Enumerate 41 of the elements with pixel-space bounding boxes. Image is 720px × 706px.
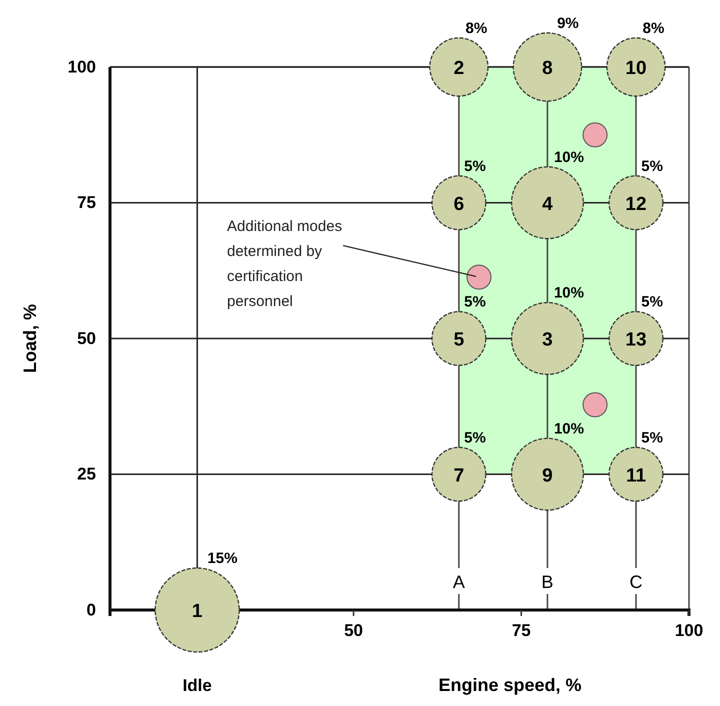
annotation: 5% xyxy=(464,294,486,311)
annotation: Additional modes determined by certification personnel xyxy=(227,218,342,310)
text: Idle xyxy=(182,676,212,695)
y-tick-label: 75 xyxy=(77,193,96,212)
y-tick-label: 0 xyxy=(86,600,96,620)
ref-line-label: A xyxy=(452,572,465,592)
annotation: 8% xyxy=(642,20,664,37)
ref-line-label: C xyxy=(630,572,642,592)
annotation: 5% xyxy=(464,429,486,446)
annotation: 12 xyxy=(625,194,647,215)
annotation: 5% xyxy=(641,294,663,311)
annotation: 1 xyxy=(192,601,203,622)
x-tick-label: 75 xyxy=(512,621,531,640)
annotation: 11 xyxy=(626,465,646,486)
annotation: 6 xyxy=(454,194,464,215)
x-axis-title: Engine speed, % xyxy=(438,675,582,695)
annotation: 5 xyxy=(454,330,465,350)
annotation: 9 xyxy=(542,465,553,486)
annotation: 5% xyxy=(464,158,486,175)
y-tick-label: 50 xyxy=(77,328,96,348)
annotation: 15% xyxy=(207,550,238,567)
annotation: 10% xyxy=(554,284,584,302)
annotation: 10 xyxy=(625,58,647,79)
annotation: 8% xyxy=(465,20,488,37)
y-tick-label: 100 xyxy=(68,57,96,76)
x-tick-label: 50 xyxy=(344,621,364,640)
annotation: 4 xyxy=(542,194,554,215)
annotation: 10% xyxy=(554,148,584,166)
annotation: 7 xyxy=(454,465,464,486)
annotation: 9% xyxy=(557,14,579,32)
ref-line-label: B xyxy=(541,572,554,592)
annotation: 5% xyxy=(641,429,663,446)
y-axis-title: Load, % xyxy=(20,304,40,374)
y-tick-label: 25 xyxy=(77,464,96,484)
annotation: 3 xyxy=(542,330,553,350)
annotation: 10% xyxy=(554,420,584,438)
annotation: 2 xyxy=(454,58,464,79)
annotation: 13 xyxy=(625,330,647,350)
annotation: 8 xyxy=(542,58,553,79)
annotation: 5% xyxy=(641,158,663,175)
x-tick-label: 100 xyxy=(674,621,704,640)
